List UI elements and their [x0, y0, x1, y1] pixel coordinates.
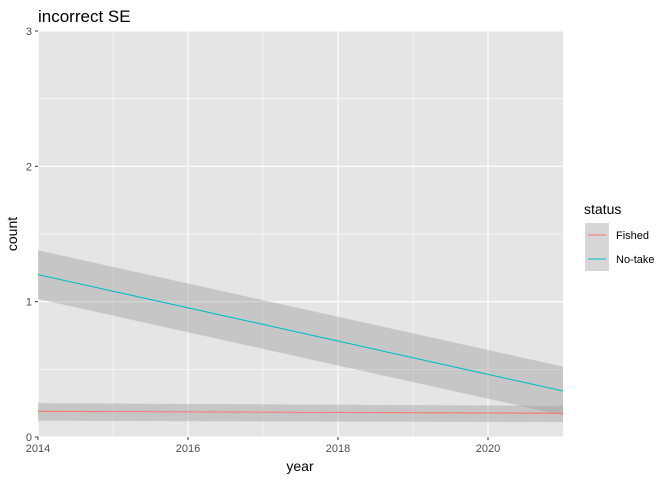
chart-title: incorrect SE [38, 7, 131, 26]
y-tick-label: 2 [26, 161, 32, 173]
y-tick-label: 3 [26, 26, 32, 38]
y-tick-label: 1 [26, 297, 32, 309]
plot-panel [37, 30, 564, 438]
y-tick-label: 0 [26, 432, 32, 444]
series-line-no-take [37, 274, 564, 392]
x-axis: 2014 2016 2018 2020 [26, 437, 500, 455]
y-axis: 0 1 2 3 [26, 26, 38, 444]
legend-label-fished: Fished [616, 230, 649, 242]
x-tick-label: 2016 [176, 443, 200, 455]
legend: status Fished No-take [584, 201, 655, 271]
y-axis-title: count [4, 217, 20, 251]
legend-label-no-take: No-take [616, 254, 655, 266]
series-line-fished [37, 410, 564, 414]
x-tick-label: 2018 [326, 443, 350, 455]
legend-title: status [584, 201, 621, 217]
x-axis-title: year [286, 458, 314, 474]
x-tick-label: 2020 [476, 443, 500, 455]
x-tick-label: 2014 [26, 443, 50, 455]
